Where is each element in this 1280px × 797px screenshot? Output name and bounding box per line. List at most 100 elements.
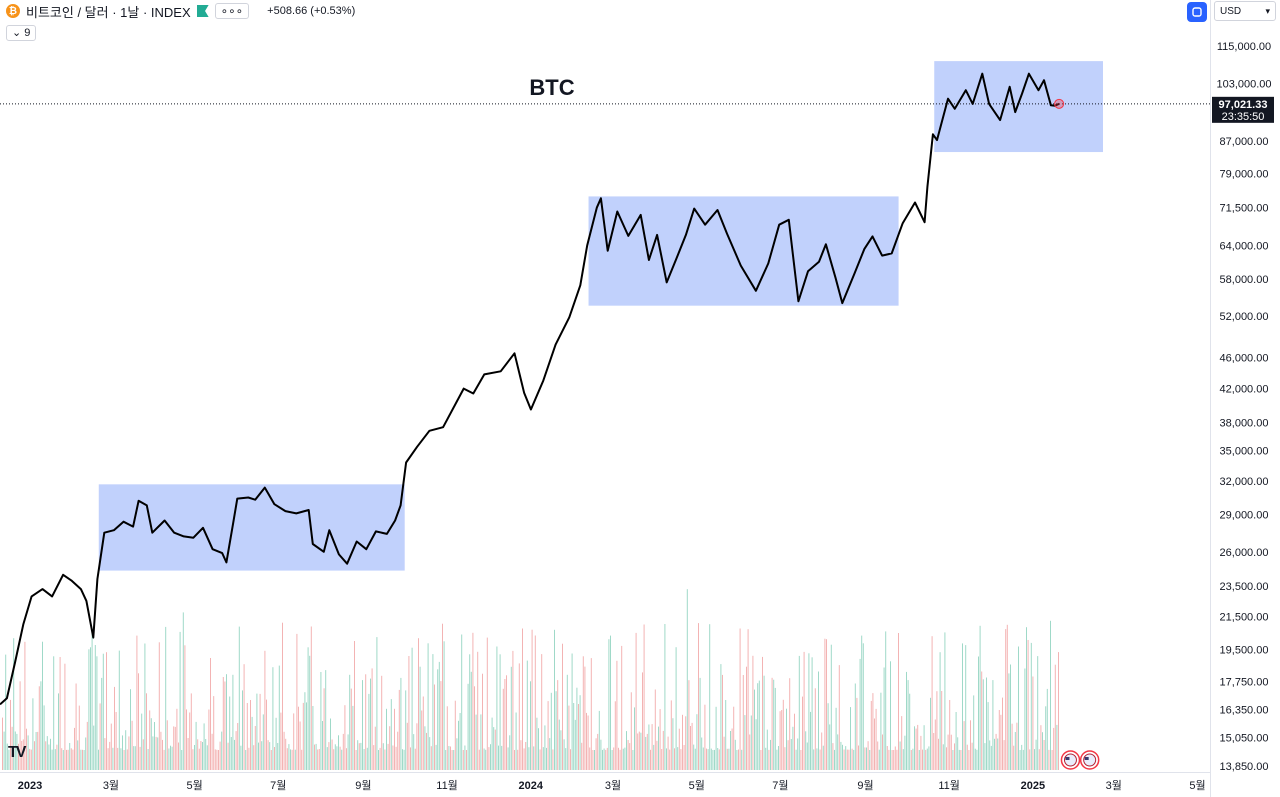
- volume-bar: [651, 724, 653, 770]
- volume-bar: [416, 723, 418, 770]
- volume-bar: [757, 683, 759, 770]
- volume-bar: [421, 710, 423, 770]
- volume-bar: [995, 733, 997, 770]
- price-change: +508.66 (+0.53%): [267, 5, 356, 17]
- volume-bar: [347, 734, 349, 770]
- y-tick-label: 35,000.00: [1220, 446, 1269, 458]
- volume-bar: [2, 717, 3, 770]
- volume-bar: [235, 731, 237, 770]
- price-axis-border: [1210, 0, 1211, 797]
- volume-bar: [285, 738, 287, 770]
- volume-bar: [302, 702, 304, 770]
- volume-bar: [878, 749, 880, 770]
- volume-bar: [890, 661, 891, 770]
- volume-bar: [123, 750, 125, 770]
- volume-bar: [699, 677, 701, 770]
- volume-bar: [838, 665, 840, 770]
- volume-bar: [1018, 646, 1019, 770]
- volume-bar: [765, 747, 767, 770]
- event-markers: [1060, 750, 1100, 770]
- volume-bar: [922, 749, 923, 770]
- volume-bar: [499, 654, 501, 770]
- volume-bar: [877, 741, 879, 770]
- volume-bar: [939, 652, 941, 770]
- symbol-title[interactable]: 비트코인 / 달러 · 1날 · INDEX: [26, 4, 191, 20]
- volume-bar: [930, 697, 931, 770]
- volume-bar: [584, 666, 586, 770]
- volume-bar: [34, 741, 35, 770]
- tradingview-logo[interactable]: TV: [8, 744, 27, 761]
- volume-bar: [902, 749, 904, 770]
- volume-bar: [622, 748, 624, 770]
- volume-bar: [256, 693, 258, 770]
- volume-bar: [752, 655, 754, 770]
- volume-bar: [131, 720, 133, 770]
- volume-bar: [290, 749, 291, 770]
- x-tick-label: 2023: [18, 780, 42, 792]
- volume-bar: [536, 717, 538, 770]
- range-box-2[interactable]: [588, 196, 899, 306]
- volume-bar: [117, 747, 119, 770]
- volume-bar: [240, 745, 242, 770]
- range-box-1[interactable]: [98, 484, 405, 571]
- volume-bar: [962, 643, 963, 770]
- volume-bar: [1003, 740, 1005, 770]
- volume-bar: [56, 744, 58, 770]
- range-box-3[interactable]: [934, 61, 1103, 153]
- volume-bar: [778, 746, 779, 770]
- volume-bar: [16, 733, 18, 770]
- volume-bar: [613, 747, 615, 770]
- volume-bar: [296, 633, 298, 770]
- volume-bar: [195, 721, 197, 770]
- market-status-icon: [196, 5, 209, 17]
- volume-bar: [674, 748, 675, 770]
- volume-bar: [734, 739, 736, 770]
- volume-bar: [181, 750, 183, 770]
- volume-bar: [875, 708, 877, 770]
- currency-select[interactable]: USD ▾: [1214, 1, 1276, 21]
- volume-bar: [210, 658, 211, 770]
- sync-button[interactable]: [1187, 2, 1207, 22]
- volume-bar: [373, 745, 375, 770]
- volume-bar: [958, 749, 960, 770]
- volume-bar: [424, 726, 426, 770]
- chevron-down-icon: ⌄: [12, 27, 22, 39]
- volume-bar: [894, 746, 896, 770]
- volume-bar: [275, 717, 277, 770]
- volume-bar: [366, 747, 368, 770]
- y-tick-label: 115,000.00: [1217, 41, 1271, 53]
- volume-bar: [410, 747, 411, 770]
- volume-bar: [22, 739, 24, 770]
- volume-bar: [454, 700, 456, 770]
- volume-bar: [446, 706, 448, 770]
- volume-bar: [182, 612, 184, 770]
- volume-bar: [808, 653, 810, 770]
- volume-bar: [515, 712, 517, 770]
- volume-bar: [618, 747, 619, 770]
- volume-bar: [158, 642, 160, 770]
- volume-bar: [933, 733, 935, 770]
- volume-bar: [629, 743, 631, 770]
- volume-bar: [128, 736, 130, 770]
- volume-bar: [768, 749, 770, 770]
- indicators-toggle-button[interactable]: ⌄ 9: [6, 25, 37, 41]
- volume-bar: [566, 674, 568, 770]
- us-flag-event-icon[interactable]: [1079, 750, 1100, 770]
- volume-bar: [707, 749, 709, 770]
- volume-bar: [283, 731, 285, 770]
- more-options-button[interactable]: ∘∘∘: [214, 3, 250, 19]
- x-tick-label: 11월: [436, 779, 458, 792]
- volume-bar: [691, 722, 693, 770]
- us-flag-event-icon[interactable]: [1060, 750, 1081, 770]
- volume-bar: [504, 679, 506, 770]
- volume-bar: [688, 680, 690, 770]
- volume-bar: [70, 748, 72, 770]
- volume-bar: [467, 683, 469, 770]
- volume-bar: [325, 670, 327, 770]
- volume-bar: [565, 748, 567, 770]
- volume-bar: [1056, 724, 1058, 770]
- volume-bar: [979, 625, 981, 770]
- volume-bar: [27, 735, 29, 770]
- volume-bar: [1027, 640, 1029, 770]
